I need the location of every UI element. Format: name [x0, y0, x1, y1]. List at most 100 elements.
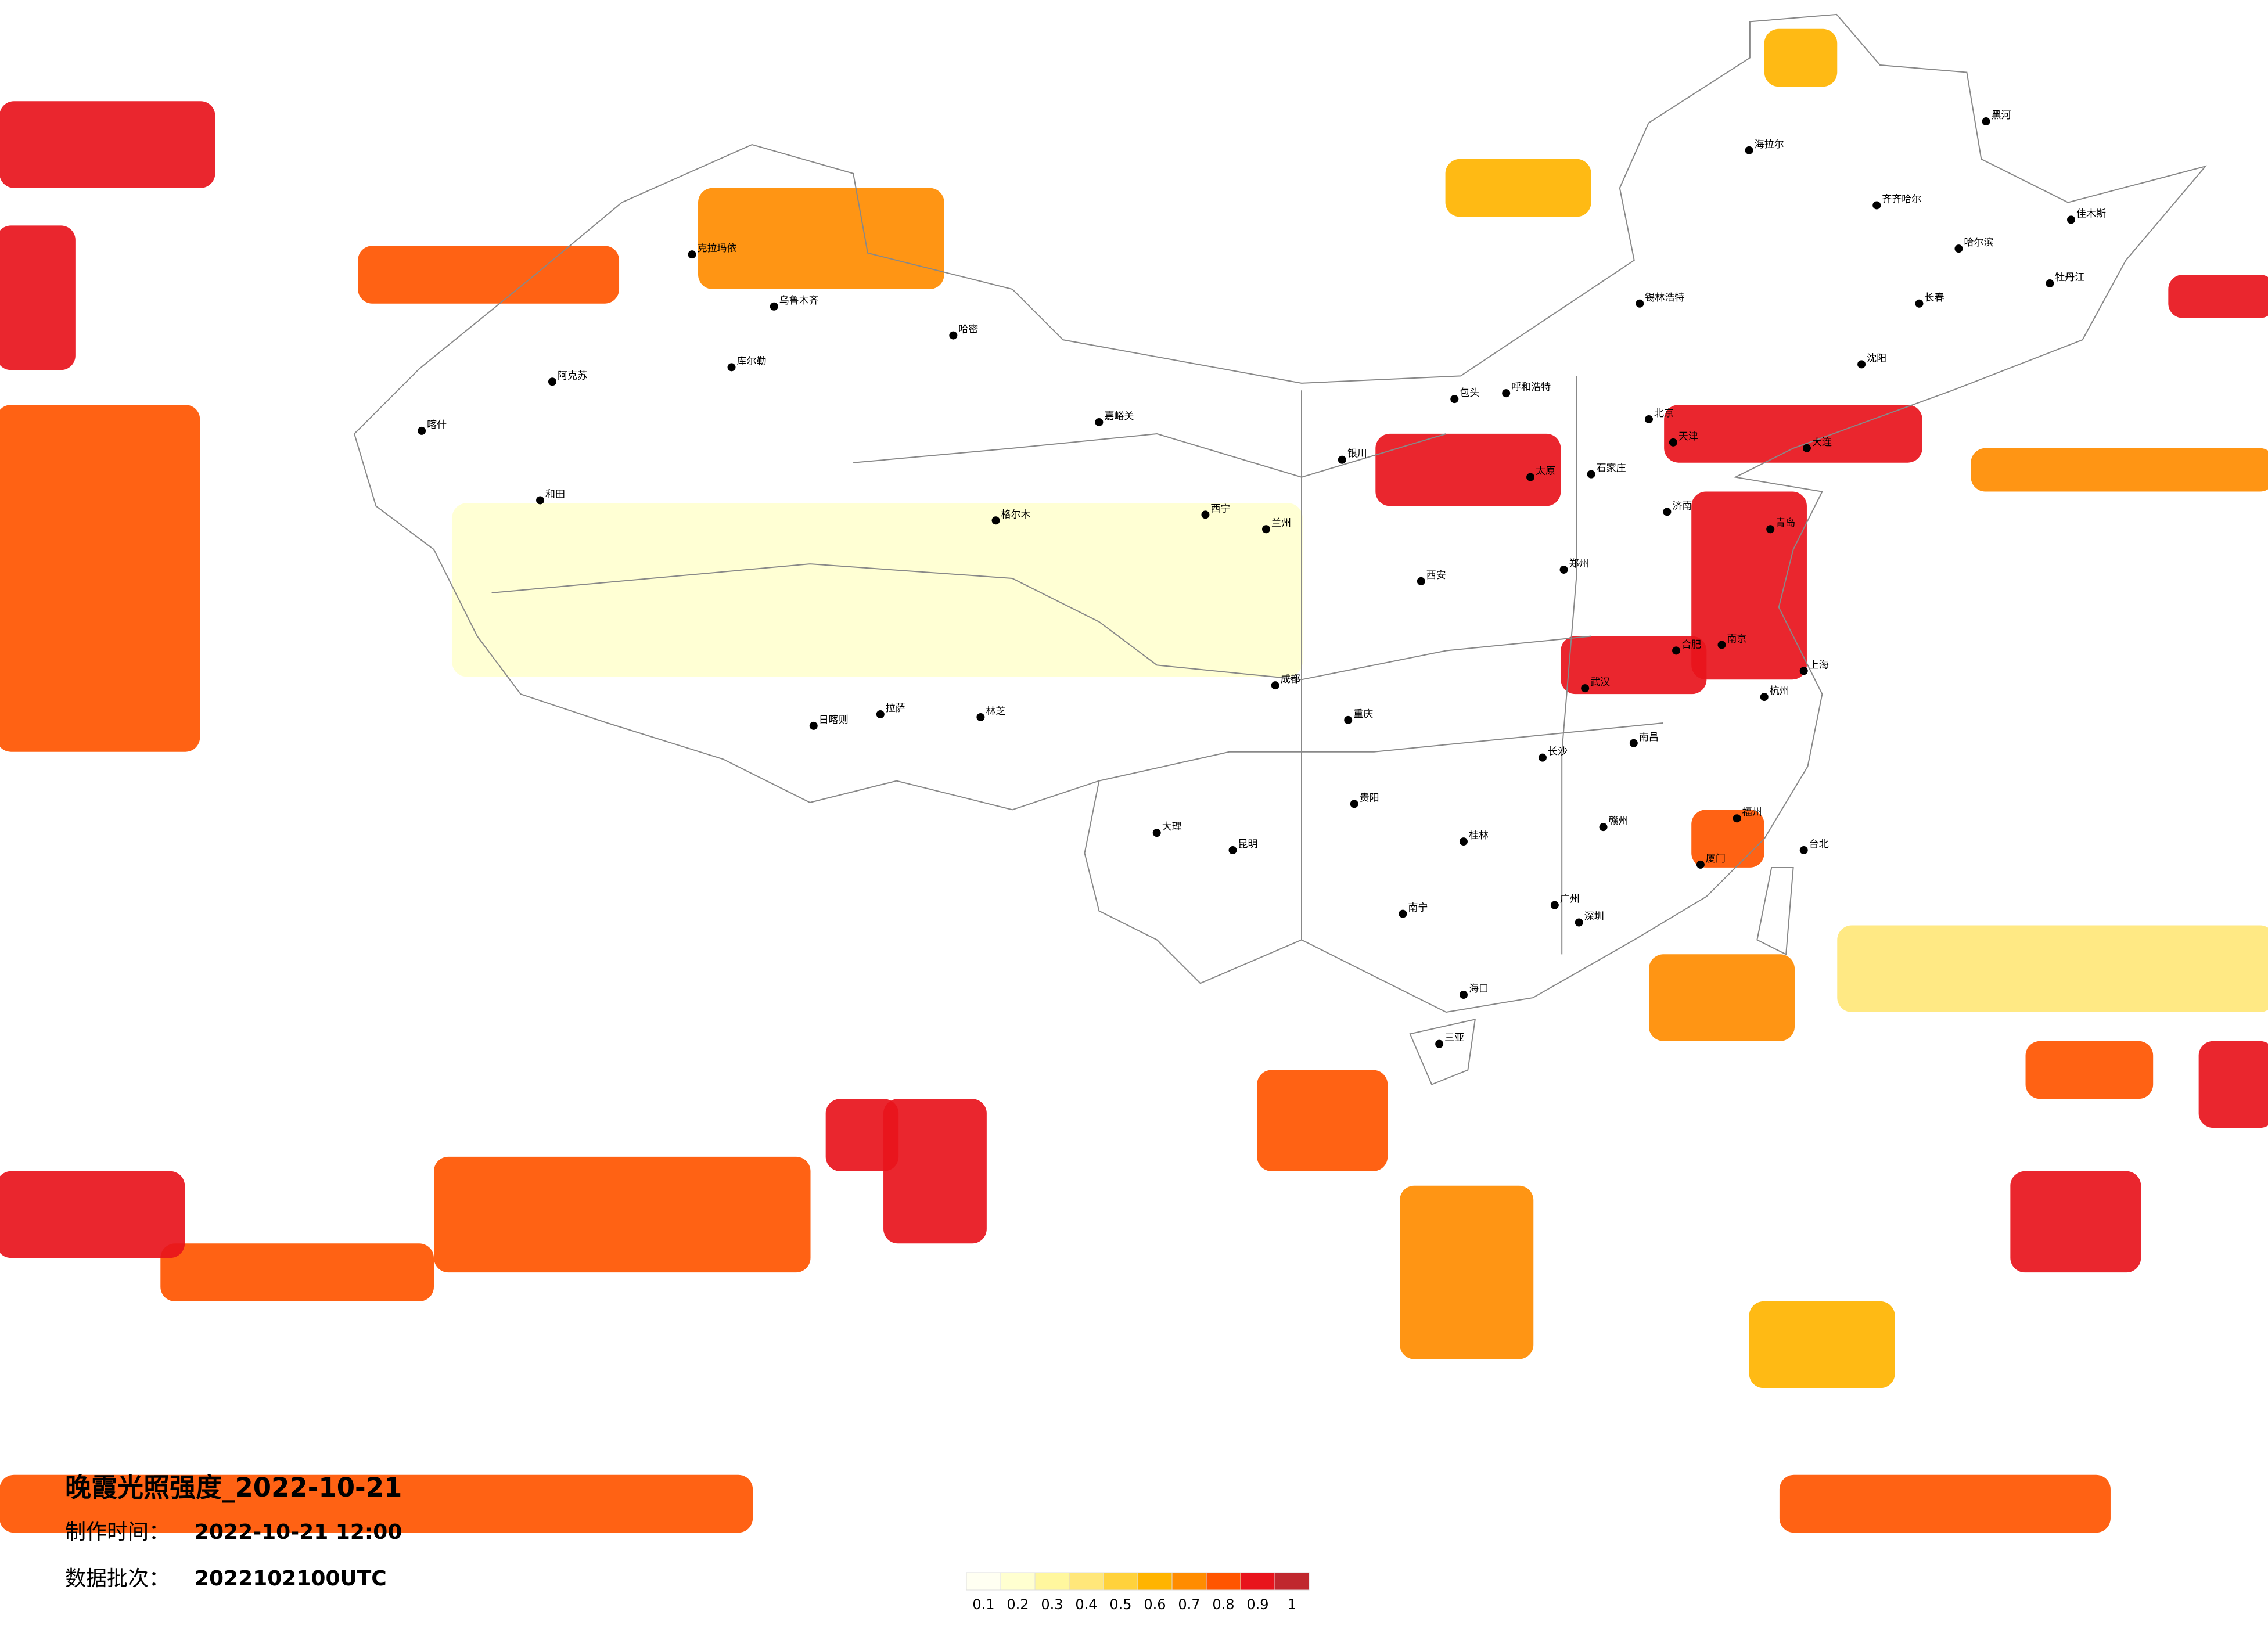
map-title: 晚霞光照强度_2022-10-21 [65, 1472, 402, 1503]
city-label: 桂林 [1469, 830, 1489, 841]
city-label: 西宁 [1210, 503, 1230, 515]
city-dot [1802, 444, 1811, 452]
city-dot [688, 250, 696, 259]
city-label: 南宁 [1408, 902, 1428, 914]
city-dot [1344, 715, 1353, 724]
china-outline [353, 13, 2208, 1013]
city-label: 大连 [1812, 437, 1832, 448]
city-label: 呼和浩特 [1511, 382, 1551, 393]
city-label: 天津 [1678, 431, 1698, 443]
city-label: 嘉峪关 [1104, 411, 1134, 422]
legend-label: 0.2 [1007, 1596, 1029, 1613]
city-label: 上海 [1809, 659, 1829, 671]
legend-label: 0.4 [1075, 1596, 1097, 1613]
city-label: 郑州 [1569, 558, 1589, 570]
city-dot [1095, 418, 1104, 426]
legend-label: 0.8 [1212, 1596, 1234, 1613]
city-label: 西安 [1426, 570, 1446, 581]
city-dot [1399, 909, 1407, 918]
intensity-patch [883, 1099, 987, 1244]
city-dot [1271, 681, 1279, 690]
intensity-patch [1691, 491, 1807, 680]
intensity-patch [1749, 1301, 1895, 1388]
city-dot [1459, 991, 1468, 999]
legend-swatch [1274, 1572, 1310, 1591]
intensity-layer [0, 28, 2268, 1533]
city-label: 哈密 [958, 324, 978, 336]
legend-swatch [1000, 1572, 1036, 1591]
intensity-patch [825, 1099, 899, 1171]
intensity-patch [698, 188, 944, 289]
city-label: 牡丹江 [2055, 272, 2084, 283]
city-label: 太原 [1536, 466, 1555, 477]
city-dot [2046, 279, 2054, 287]
legend-label: 0.6 [1144, 1596, 1166, 1613]
city-dot [548, 377, 556, 386]
intensity-patch [1837, 925, 2268, 1012]
city-label: 长沙 [1548, 746, 1568, 758]
city-label: 大理 [1162, 821, 1182, 833]
legend-swatch [1171, 1572, 1207, 1591]
city-dot [770, 302, 778, 311]
legend-swatch [1137, 1572, 1173, 1591]
city-dot [1745, 146, 1753, 154]
city-dot [1766, 525, 1775, 534]
city-label: 成都 [1281, 674, 1300, 685]
city-dot [976, 713, 985, 721]
intensity-patch [2198, 1041, 2268, 1128]
city-dot [1262, 525, 1271, 534]
city-dot [1717, 641, 1726, 649]
legend-label: 0.3 [1041, 1596, 1063, 1613]
intensity-patch [1257, 1070, 1388, 1171]
city-dot [1857, 360, 1866, 369]
city-dot [1581, 684, 1590, 693]
city-dot [1629, 739, 1638, 747]
city-dot [949, 331, 958, 340]
intensity-patch [1649, 954, 1795, 1041]
city-label: 哈尔滨 [1964, 237, 1993, 249]
city-dot [1538, 753, 1547, 762]
city-label: 锡林浩特 [1645, 292, 1684, 304]
legend-label: 0.9 [1246, 1596, 1268, 1613]
city-label: 石家庄 [1597, 463, 1626, 474]
city-label: 重庆 [1353, 708, 1373, 720]
city-dot [1587, 470, 1595, 479]
city-label: 南京 [1727, 633, 1747, 645]
legend: 0.1 0.2 0.3 0.4 0.5 0.6 0.7 0.8 0.9 1 [966, 1572, 1310, 1613]
city-label: 武汉 [1590, 677, 1610, 688]
city-dot [991, 516, 1000, 525]
intensity-patch [1664, 405, 1922, 463]
legend-label: 0.1 [972, 1596, 994, 1613]
province-border [1561, 376, 1577, 955]
city-dot [1733, 814, 1741, 823]
city-dot [1201, 510, 1210, 519]
city-dot [2066, 215, 2075, 224]
legend-label: 1 [1288, 1596, 1296, 1613]
city-label: 海口 [1469, 983, 1489, 995]
intensity-patch [2010, 1171, 2141, 1273]
city-label: 赣州 [1609, 815, 1629, 827]
intensity-patch [1400, 1185, 1534, 1359]
city-label: 青岛 [1775, 517, 1795, 529]
city-dot [1559, 565, 1568, 574]
city-label: 南昌 [1639, 732, 1659, 743]
city-label: 喀什 [427, 419, 447, 431]
city-label: 阿克苏 [558, 370, 587, 382]
city-label: 和田 [545, 488, 565, 500]
city-dot [1350, 800, 1358, 808]
city-label: 日喀则 [819, 714, 849, 726]
city-dot [1152, 829, 1161, 837]
intensity-patch [452, 503, 1303, 677]
intensity-patch [2025, 1041, 2154, 1099]
city-dot [1435, 1039, 1444, 1048]
city-label: 厦门 [1706, 853, 1726, 865]
intensity-patch [0, 225, 76, 370]
data-batch-value: 2022102100UTC [195, 1567, 387, 1591]
intensity-patch [0, 1171, 185, 1258]
intensity-patch [358, 246, 620, 304]
city-label: 黑河 [1992, 110, 2011, 121]
city-label: 福州 [1742, 807, 1762, 818]
intensity-patch [1971, 448, 2268, 492]
